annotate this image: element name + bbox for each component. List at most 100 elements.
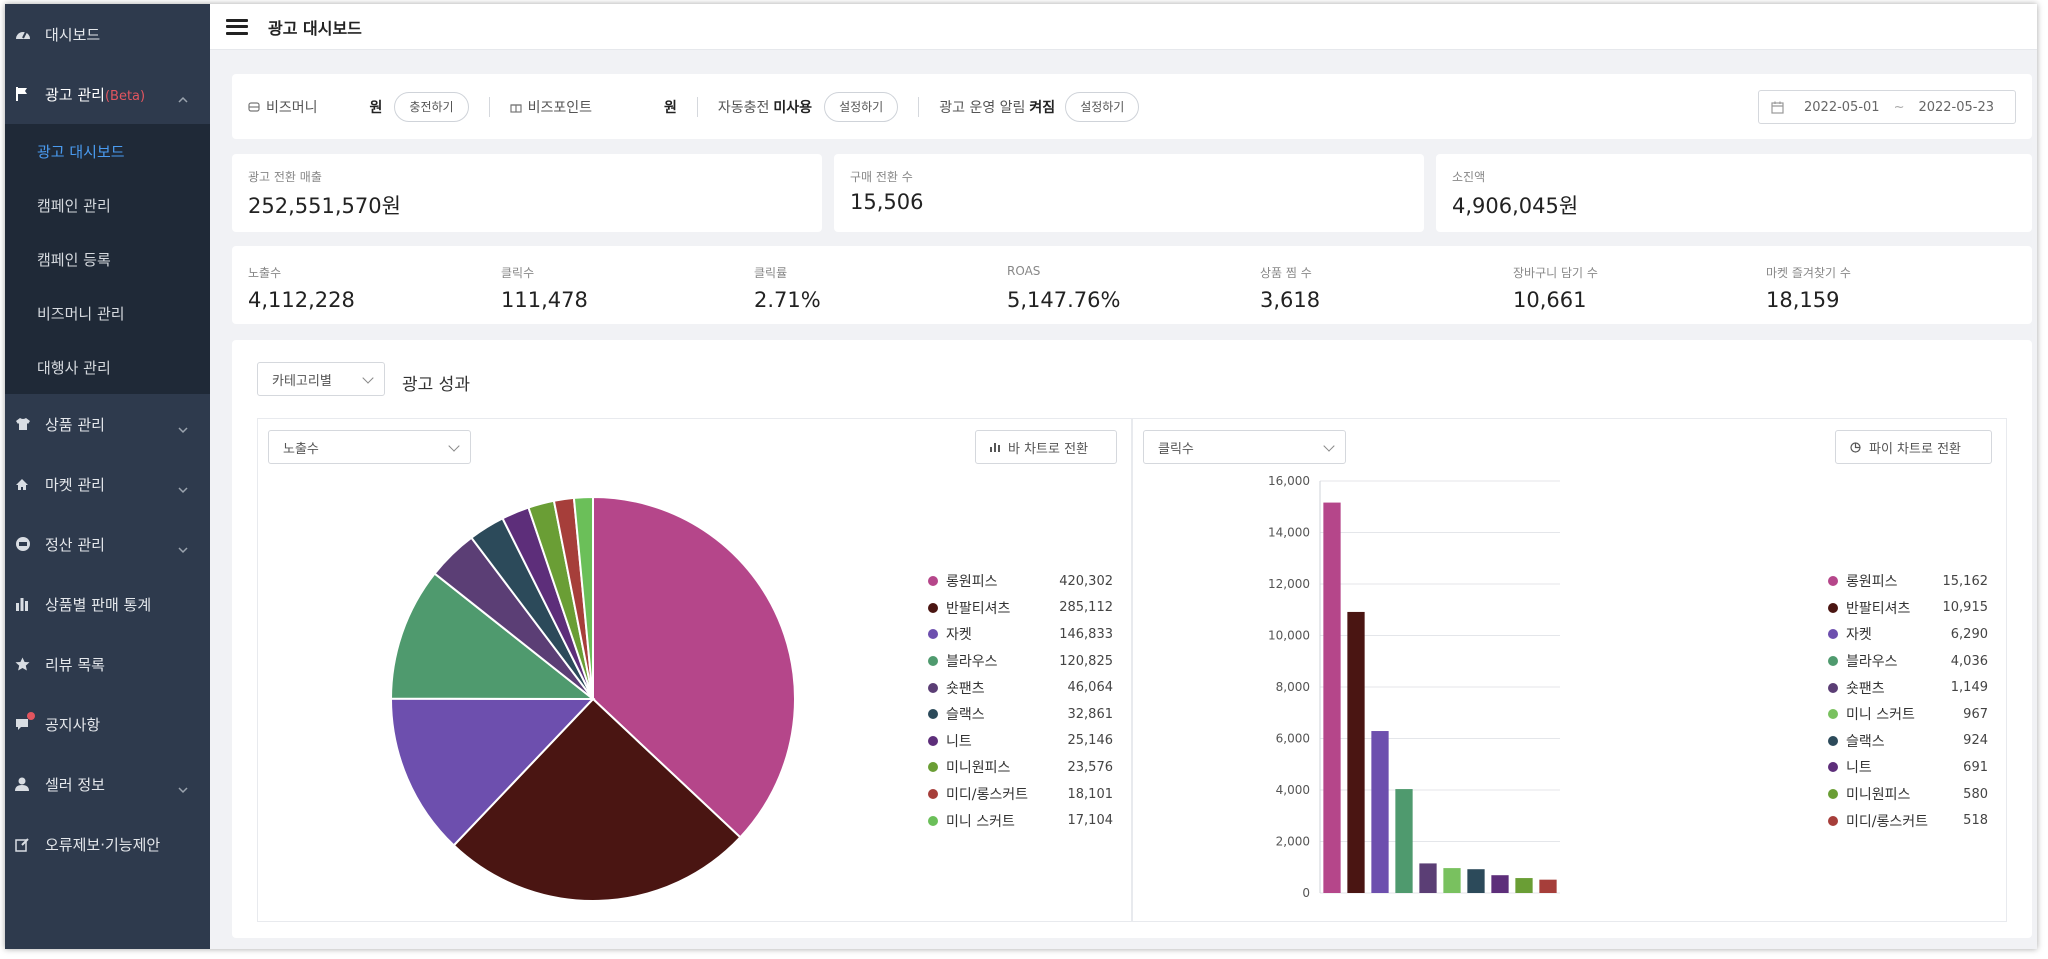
- alert-label: 광고 운영 알림: [939, 99, 1026, 116]
- sidebar-item-settlement[interactable]: 정산 관리: [5, 514, 210, 574]
- charge-button[interactable]: 충전하기: [394, 91, 469, 122]
- switch-to-pie-label: 파이 차트로 전환: [1869, 441, 1961, 457]
- autocharge-label: 자동충전: [717, 99, 770, 116]
- y-tick-label: 8,000: [1276, 680, 1310, 694]
- pie-slice[interactable]: [572, 495, 594, 700]
- sidebar-item-label: 대시보드: [45, 25, 101, 44]
- pie-slice[interactable]: [452, 697, 742, 902]
- autocharge-settings-button[interactable]: 설정하기: [824, 91, 899, 122]
- switch-to-pie-button[interactable]: 파이 차트로 전환: [1835, 430, 1992, 464]
- menu-icon[interactable]: [226, 18, 248, 35]
- kpi-label: 광고 전환 매출: [248, 170, 322, 184]
- home-icon: [15, 478, 45, 491]
- pie-slice[interactable]: [389, 572, 596, 701]
- right-metric-select[interactable]: 클릭수: [1143, 430, 1346, 464]
- sidebar-item-market-management[interactable]: 마켓 관리: [5, 454, 210, 514]
- legend-item[interactable]: 롱원피스 420,302: [928, 568, 1113, 595]
- legend-dot: [1828, 762, 1838, 773]
- pie-slice[interactable]: [390, 697, 596, 847]
- sidebar-item-seller-info[interactable]: 셀러 정보: [5, 754, 210, 814]
- legend-item[interactable]: 자켓 146,833: [928, 621, 1113, 648]
- bar[interactable]: [1443, 868, 1461, 893]
- date-to[interactable]: 2022-05-23: [1918, 99, 1995, 115]
- chevron-down-icon: [178, 540, 188, 554]
- legend-item[interactable]: 미니 스커트 967: [1828, 701, 1988, 728]
- chevron-up-icon: [178, 90, 188, 103]
- submenu-item-campaign-management[interactable]: 캠페인 관리: [37, 196, 111, 215]
- page-title: 광고 대시보드: [268, 18, 362, 38]
- legend-item[interactable]: 미니원피스 23,576: [928, 754, 1113, 781]
- sidebar-item-dashboard[interactable]: 대시보드: [5, 4, 210, 64]
- sidebar-item-feedback[interactable]: 오류제보·기능제안: [5, 814, 210, 874]
- bar[interactable]: [1467, 869, 1485, 893]
- legend-value: 23,576: [1067, 759, 1114, 775]
- group-by-select[interactable]: 카테고리별: [257, 362, 385, 396]
- legend-item[interactable]: 슬랙스 924: [1828, 728, 1988, 755]
- bar[interactable]: [1539, 879, 1557, 893]
- legend-value: 285,112: [1059, 600, 1113, 616]
- pie-slice[interactable]: [592, 495, 796, 839]
- legend-item[interactable]: 미디/롱스커트 18,101: [928, 781, 1113, 808]
- legend-label: 자켓: [1846, 627, 1872, 644]
- legend-item[interactable]: 숏팬츠 46,064: [928, 674, 1113, 701]
- legend-item[interactable]: 블라우스 120,825: [928, 648, 1113, 675]
- y-tick-label: 14,000: [1268, 526, 1310, 540]
- legend-item[interactable]: 미디/롱스커트 518: [1828, 807, 1988, 834]
- legend-label: 미니 스커트: [1846, 707, 1915, 724]
- sidebar: 대시보드 광고 관리(Beta) 광고 대시보드 캠페인 관리 캠페인 등록 비…: [5, 4, 210, 949]
- legend-item[interactable]: 자켓 6,290: [1828, 621, 1988, 648]
- ad-performance-panel: 카테고리별 광고 성과 노출수 바 차트로 전환 롱원피스 420,302 반팔티셔…: [232, 340, 2032, 938]
- flag-icon: [15, 86, 45, 102]
- legend-dot: [928, 762, 938, 773]
- right-metric-value: 클릭수: [1158, 441, 1194, 457]
- beta-badge: (Beta): [104, 88, 146, 104]
- legend-value: 46,064: [1067, 680, 1114, 696]
- bar[interactable]: [1491, 875, 1509, 893]
- y-tick-label: 4,000: [1276, 783, 1310, 797]
- legend-item[interactable]: 숏팬츠 1,149: [1828, 674, 1988, 701]
- alert-settings-button[interactable]: 설정하기: [1065, 91, 1140, 122]
- legend-value: 4,036: [1950, 653, 1988, 669]
- sidebar-item-sales-stats[interactable]: 상품별 판매 통계: [5, 574, 210, 634]
- legend-value: 32,861: [1067, 706, 1114, 722]
- alert-status: 켜짐: [1029, 99, 1056, 116]
- stat-label: 마켓 즐겨찾기 수: [1766, 266, 1851, 280]
- sidebar-item-reviews[interactable]: 리뷰 목록: [5, 634, 210, 694]
- bar[interactable]: [1419, 863, 1437, 893]
- kpi-value: 4,906,045원: [1452, 194, 1579, 218]
- legend-label: 니트: [946, 733, 972, 750]
- legend-label: 롱원피스: [1846, 574, 1898, 591]
- bar[interactable]: [1347, 611, 1365, 893]
- legend-value: 580: [1963, 786, 1988, 802]
- bar[interactable]: [1323, 502, 1341, 893]
- date-range-picker[interactable]: 2022-05-01 ~ 2022-05-23: [1758, 90, 2016, 124]
- sidebar-item-ad-management[interactable]: 광고 관리(Beta): [5, 64, 210, 124]
- chevron-down-icon: [362, 372, 374, 384]
- bar[interactable]: [1515, 878, 1533, 893]
- submenu-item-bizmoney-management[interactable]: 비즈머니 관리: [37, 304, 125, 323]
- left-metric-select[interactable]: 노출수: [268, 430, 471, 464]
- legend-item[interactable]: 반팔티셔츠 10,915: [1828, 595, 1988, 622]
- y-tick-label: 12,000: [1268, 577, 1310, 591]
- submenu-item-campaign-register[interactable]: 캠페인 등록: [37, 250, 111, 269]
- bar[interactable]: [1395, 789, 1413, 893]
- bar-chart-panel: 클릭수 파이 차트로 전환 0 2,000 4,000 6,000 8,000 10,00…: [1132, 418, 2007, 922]
- bar[interactable]: [1371, 731, 1389, 893]
- switch-to-bar-button[interactable]: 바 차트로 전환: [975, 430, 1117, 464]
- legend-item[interactable]: 니트 691: [1828, 754, 1988, 781]
- legend-dot: [928, 576, 938, 587]
- legend-item[interactable]: 미니 스커트 17,104: [928, 807, 1113, 834]
- date-from[interactable]: 2022-05-01: [1804, 99, 1880, 115]
- legend-item[interactable]: 롱원피스 15,162: [1828, 568, 1988, 595]
- legend-item[interactable]: 니트 25,146: [928, 728, 1113, 755]
- sidebar-item-label: 정산 관리: [45, 535, 105, 554]
- submenu-item-ad-dashboard[interactable]: 광고 대시보드: [37, 142, 125, 161]
- autocharge-status: 미사용: [773, 99, 813, 116]
- legend-item[interactable]: 반팔티셔츠 285,112: [928, 595, 1113, 622]
- submenu-item-agency-management[interactable]: 대행사 관리: [37, 358, 111, 377]
- sidebar-item-notices[interactable]: 공지사항: [5, 694, 210, 754]
- legend-item[interactable]: 미니원피스 580: [1828, 781, 1988, 808]
- legend-item[interactable]: 슬랙스 32,861: [928, 701, 1113, 728]
- legend-item[interactable]: 블라우스 4,036: [1828, 648, 1988, 675]
- sidebar-item-product-management[interactable]: 상품 관리: [5, 394, 210, 454]
